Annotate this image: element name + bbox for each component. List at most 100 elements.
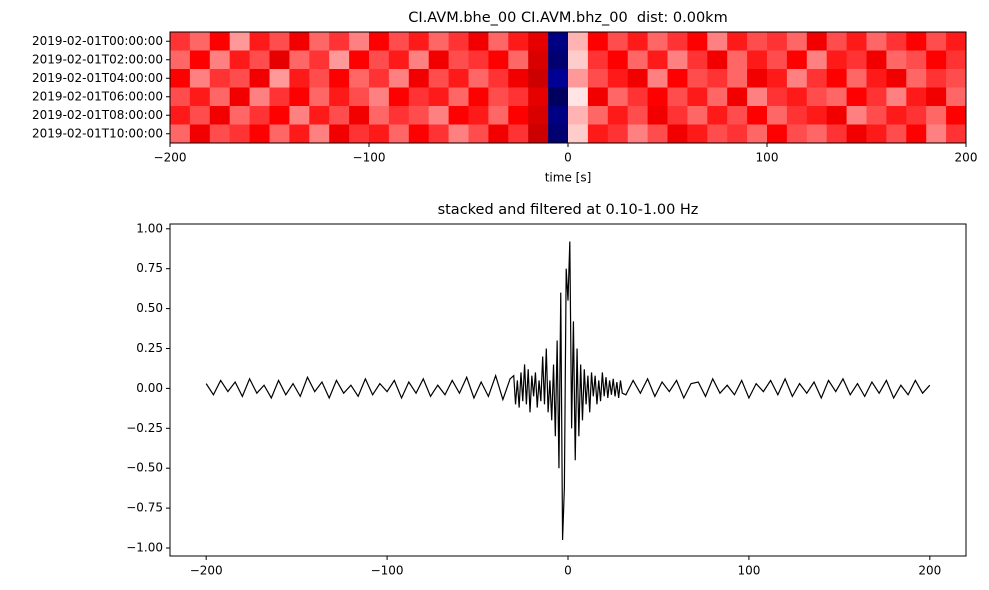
- heatmap-cell: [309, 124, 330, 144]
- heatmap-cell: [607, 87, 629, 107]
- heatmap-cell: [428, 106, 450, 125]
- heatmap-cell: [229, 50, 251, 70]
- heatmap-cell: [786, 87, 808, 107]
- heatmap-cell: [707, 87, 728, 107]
- heatmap-cell: [687, 69, 708, 88]
- heatmap-cell: [627, 69, 649, 88]
- axes-frame: [169, 31, 967, 144]
- heatmap-cell: [667, 106, 688, 125]
- heatmap-cell: [627, 124, 649, 144]
- heatmap-cell: [866, 69, 887, 88]
- heatmap-cell: [170, 124, 191, 144]
- heatmap-cell: [209, 124, 231, 144]
- heatmap-cell: [448, 87, 469, 107]
- heatmap-cell: [388, 69, 410, 88]
- heatmap-cell: [667, 69, 688, 88]
- heatmap-cell: [627, 50, 649, 70]
- heatmap-cell: [806, 69, 828, 88]
- heatmap-cell: [369, 50, 390, 70]
- heatmap-cell: [170, 50, 191, 70]
- x-axis-label: time [s]: [545, 171, 592, 185]
- x-tick-label: 100: [756, 151, 779, 165]
- x-tick-label: −100: [353, 151, 386, 165]
- heatmap-cell: [528, 32, 549, 51]
- heatmap-cell: [508, 106, 529, 125]
- heatmap-cell: [946, 106, 967, 125]
- heatmap-cell: [189, 32, 211, 51]
- heatmap-cell: [687, 106, 708, 125]
- heatmap-cell: [388, 124, 410, 144]
- heatmap-cell: [647, 87, 668, 107]
- heatmap-cell: [707, 69, 728, 88]
- heatmap-cell: [229, 106, 251, 125]
- heatmap-cell: [587, 69, 609, 88]
- heatmap-cell: [747, 106, 768, 125]
- heatmap-cell: [269, 106, 290, 125]
- heatmap-cell: [886, 124, 907, 144]
- y-tick-label: 2019-02-01T02:00:00: [32, 52, 163, 66]
- heatmap-cell: [289, 50, 310, 70]
- heatmap-cell: [826, 124, 848, 144]
- heatmap-cell: [189, 124, 211, 144]
- heatmap-cell: [289, 69, 310, 88]
- heatmap-cell: [906, 106, 927, 125]
- heatmap-cell: [309, 69, 330, 88]
- x-tick-label: 200: [955, 151, 978, 165]
- heatmap-cell: [747, 32, 768, 51]
- heatmap-cell: [866, 32, 887, 51]
- heatmap-cell: [488, 69, 509, 88]
- heatmap-cell: [468, 124, 489, 144]
- heatmap-cell: [229, 124, 251, 144]
- heatmap-cell: [707, 124, 728, 144]
- x-tick-label: −200: [154, 151, 187, 165]
- heatmap-cell: [767, 87, 788, 107]
- heatmap-cell: [767, 32, 788, 51]
- heatmap-cell: [707, 32, 728, 51]
- heatmap-cell: [329, 106, 350, 125]
- heatmap-cell: [428, 124, 450, 144]
- heatmap-cell: [289, 87, 310, 107]
- heatmap-cell: [448, 106, 469, 125]
- heatmap-cell: [727, 32, 748, 51]
- heatmap-cell: [329, 87, 350, 107]
- chart-title: CI.AVM.bhe_00 CI.AVM.bhz_00 dist: 0.00km: [408, 10, 727, 26]
- heatmap-cell: [587, 106, 609, 125]
- heatmap-cell: [369, 32, 390, 51]
- heatmap-cell: [468, 32, 489, 51]
- x-tick-label: −200: [190, 564, 223, 578]
- heatmap-cell: [349, 69, 370, 88]
- heatmap-cell: [906, 69, 927, 88]
- heatmap-cell: [727, 50, 748, 70]
- heatmap-cell: [587, 50, 609, 70]
- heatmap-cell: [249, 50, 270, 70]
- heatmap-cell: [846, 69, 867, 88]
- heatmap-cell: [568, 106, 589, 125]
- heatmap-cell: [786, 50, 808, 70]
- heatmap-cell: [209, 106, 231, 125]
- heatmap-cell: [289, 32, 310, 51]
- heatmap-cell: [309, 50, 330, 70]
- heatmap-cell: [229, 87, 251, 107]
- heatmap-cell: [587, 32, 609, 51]
- heatmap-cell: [906, 32, 927, 51]
- heatmap-cell: [508, 32, 529, 51]
- heatmap-cell: [946, 87, 967, 107]
- heatmap-cell: [826, 50, 848, 70]
- heatmap-cell: [388, 32, 410, 51]
- x-tick-label: 200: [918, 564, 941, 578]
- heatmap-cell: [806, 87, 828, 107]
- heatmap-cell: [568, 32, 589, 51]
- x-tick-label: 0: [564, 151, 572, 165]
- heatmap-cell: [548, 124, 569, 144]
- heatmap-cell: [548, 50, 569, 70]
- heatmap-cell: [747, 50, 768, 70]
- heatmap-cell: [806, 32, 828, 51]
- heatmap-cell: [448, 32, 469, 51]
- heatmap-cell: [428, 87, 450, 107]
- heatmap-cell: [647, 50, 668, 70]
- heatmap-cell: [647, 124, 668, 144]
- heatmap-cell: [269, 124, 290, 144]
- heatmap-cell: [408, 124, 430, 144]
- heatmap-cell: [727, 124, 748, 144]
